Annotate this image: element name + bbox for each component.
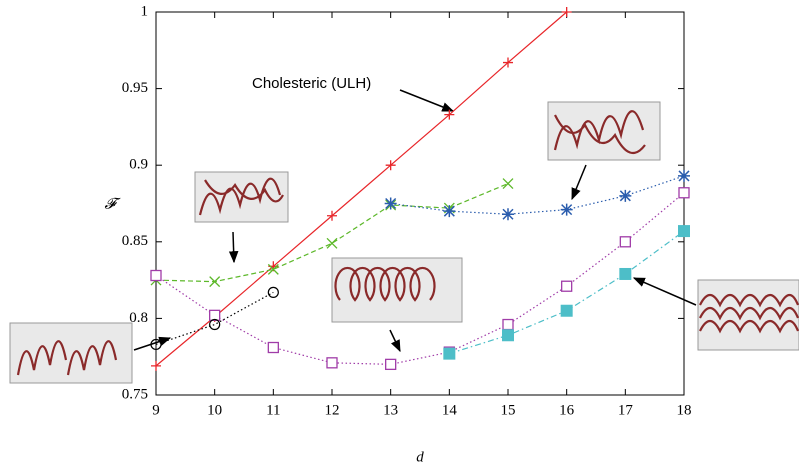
marker-shape xyxy=(679,188,689,198)
data-point xyxy=(678,170,690,182)
marker-shape xyxy=(443,348,455,360)
data-point xyxy=(503,320,513,330)
annotation-arrow xyxy=(400,90,453,111)
data-point xyxy=(562,281,572,291)
marker-stroke xyxy=(561,204,573,216)
x-tick-label: 16 xyxy=(559,402,575,418)
data-point xyxy=(679,188,689,198)
x-tick-label: 12 xyxy=(325,402,340,418)
marker-shape xyxy=(151,271,161,281)
data-point xyxy=(443,348,455,360)
data-point xyxy=(619,190,631,202)
x-tick-label: 18 xyxy=(677,402,692,418)
chart: d 𝓕 Cholesteric (ULH) 9 10 11 12 13 14 15 16 17 1… xyxy=(0,0,799,471)
data-point xyxy=(503,179,513,189)
data-point xyxy=(620,237,630,247)
inset-1 xyxy=(195,172,288,262)
marker-shape xyxy=(620,237,630,247)
data-point xyxy=(678,225,690,237)
data-point xyxy=(502,329,514,341)
data-point xyxy=(619,268,631,280)
annotation: Cholesteric (ULH) xyxy=(252,75,371,92)
inset-5 xyxy=(634,278,799,350)
marker-shape xyxy=(561,305,573,317)
data-point xyxy=(268,343,278,353)
x-tick-label: 15 xyxy=(501,402,516,418)
marker-stroke xyxy=(502,208,514,220)
y-tick-label: 0.8 xyxy=(129,310,148,326)
x-tick-label: 17 xyxy=(618,402,634,418)
inset-4 xyxy=(548,102,660,199)
marker-shape xyxy=(210,310,220,320)
marker-shape xyxy=(503,320,513,330)
x-axis-label: d xyxy=(416,449,424,465)
marker-shape xyxy=(386,359,396,369)
x-tick-label: 11 xyxy=(266,402,280,418)
marker-stroke xyxy=(385,198,397,210)
y-tick-label: 0.85 xyxy=(122,233,148,249)
x-tick-label: 9 xyxy=(152,402,160,418)
y-tick-label: 0.75 xyxy=(122,386,148,402)
marker-stroke xyxy=(678,170,690,182)
data-point xyxy=(443,205,455,217)
data-point xyxy=(561,204,573,216)
data-point xyxy=(210,277,220,287)
marker-stroke xyxy=(210,277,220,287)
data-point xyxy=(327,358,337,368)
y-tick-label: 0.95 xyxy=(122,80,148,96)
x-tick-label: 14 xyxy=(442,402,458,418)
marker-shape xyxy=(619,268,631,280)
marker-stroke xyxy=(327,238,337,248)
x-tick-label: 10 xyxy=(207,402,222,418)
marker-shape xyxy=(678,225,690,237)
data-point xyxy=(327,238,337,248)
data-point xyxy=(561,305,573,317)
data-point xyxy=(385,198,397,210)
marker-stroke xyxy=(443,205,455,217)
data-point xyxy=(151,271,161,281)
series-line xyxy=(391,176,684,214)
marker-stroke xyxy=(619,190,631,202)
marker-shape xyxy=(502,329,514,341)
marker-stroke xyxy=(503,179,513,189)
inset-2 xyxy=(10,323,170,383)
data-point xyxy=(386,359,396,369)
marker-shape xyxy=(562,281,572,291)
y-tick-label: 1 xyxy=(141,3,149,19)
data-point xyxy=(210,310,220,320)
inset-3 xyxy=(332,258,462,351)
y-axis-label: 𝓕 xyxy=(104,196,121,212)
marker-shape xyxy=(327,358,337,368)
data-point xyxy=(502,208,514,220)
marker-shape xyxy=(268,343,278,353)
x-tick-label: 13 xyxy=(383,402,398,418)
y-tick-label: 0.9 xyxy=(129,157,148,173)
